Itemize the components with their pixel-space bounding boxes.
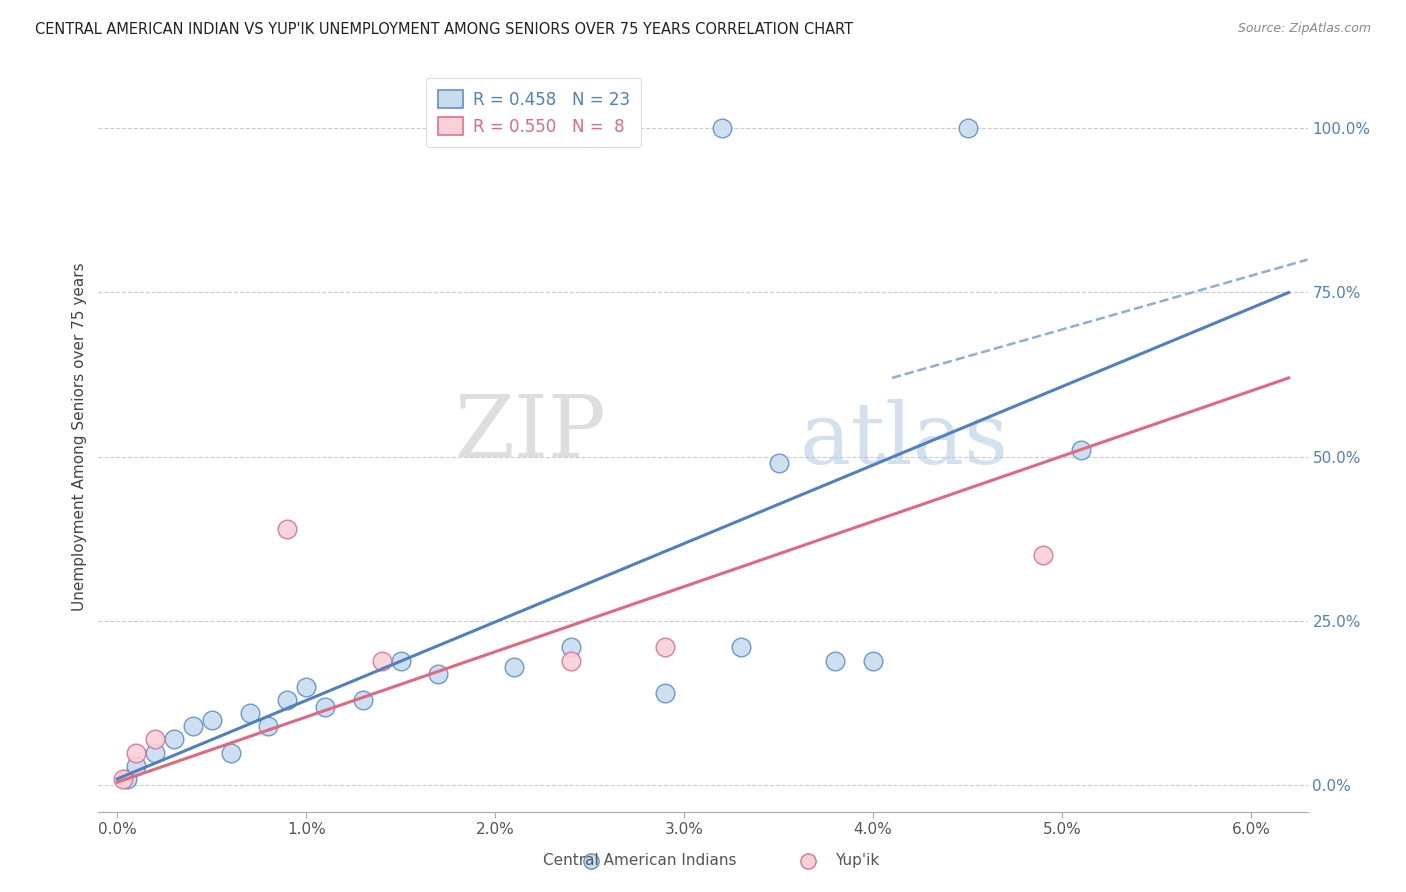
Text: Central American Indians: Central American Indians — [543, 854, 737, 868]
Point — [143, 732, 166, 747]
Point — [560, 654, 582, 668]
Point — [125, 746, 148, 760]
Point — [371, 654, 394, 668]
Text: Source: ZipAtlas.com: Source: ZipAtlas.com — [1237, 22, 1371, 36]
Legend: R = 0.458   N = 23, R = 0.550   N =  8: R = 0.458 N = 23, R = 0.550 N = 8 — [426, 78, 641, 147]
Point — [201, 713, 224, 727]
Point — [115, 772, 138, 786]
Point — [768, 456, 790, 470]
Y-axis label: Unemployment Among Seniors over 75 years: Unemployment Among Seniors over 75 years — [72, 263, 87, 611]
Point — [143, 746, 166, 760]
Point — [239, 706, 262, 720]
Point — [797, 854, 820, 868]
Point — [824, 654, 846, 668]
Point — [1070, 443, 1092, 458]
Point — [862, 654, 884, 668]
Point — [276, 693, 298, 707]
Point — [579, 854, 602, 868]
Text: Yup'ik: Yup'ik — [835, 854, 880, 868]
Point — [956, 121, 979, 136]
Point — [181, 719, 204, 733]
Point — [111, 772, 134, 786]
Point — [219, 746, 242, 760]
Point — [314, 699, 336, 714]
Point — [503, 660, 526, 674]
Point — [560, 640, 582, 655]
Text: CENTRAL AMERICAN INDIAN VS YUP'IK UNEMPLOYMENT AMONG SENIORS OVER 75 YEARS CORRE: CENTRAL AMERICAN INDIAN VS YUP'IK UNEMPL… — [35, 22, 853, 37]
Point — [276, 522, 298, 536]
Point — [295, 680, 318, 694]
Text: atlas: atlas — [800, 400, 1010, 483]
Point — [352, 693, 374, 707]
Point — [710, 121, 733, 136]
Point — [1032, 549, 1054, 563]
Point — [730, 640, 752, 655]
Point — [389, 654, 412, 668]
Point — [163, 732, 186, 747]
Text: ZIP: ZIP — [454, 392, 606, 475]
Point — [654, 640, 676, 655]
Point — [125, 758, 148, 772]
Point — [654, 686, 676, 700]
Point — [257, 719, 280, 733]
Point — [427, 666, 450, 681]
